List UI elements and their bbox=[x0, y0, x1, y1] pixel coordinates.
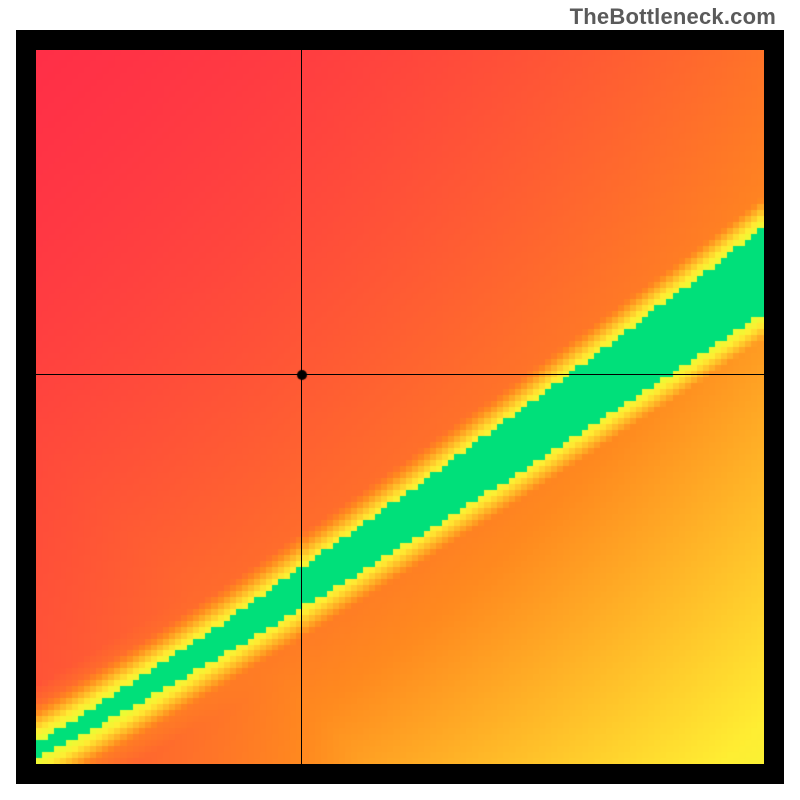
crosshair-horizontal bbox=[36, 374, 764, 375]
crosshair-vertical bbox=[301, 50, 302, 764]
watermark-text: TheBottleneck.com bbox=[570, 4, 776, 30]
crosshair-marker bbox=[296, 369, 308, 381]
figure-container: { "meta": { "watermark": "TheBottleneck.… bbox=[0, 0, 800, 800]
heatmap-canvas bbox=[36, 50, 764, 764]
